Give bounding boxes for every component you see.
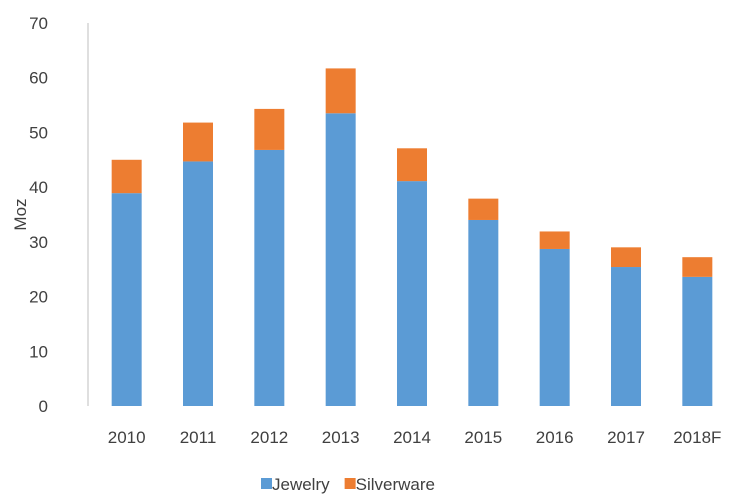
legend-swatch-silverware [344, 478, 356, 489]
bar-silverware-2011 [183, 122, 213, 162]
x-tick-label-2018f: 2018F [673, 428, 721, 447]
bar-silverware-2010 [111, 159, 142, 194]
bar-jewelry-2014 [397, 181, 427, 406]
x-tick-label-2013: 2013 [322, 428, 360, 447]
y-tick-label-70: 70 [29, 14, 48, 33]
y-axis-title: Moz [11, 198, 30, 230]
x-tick-label-2015: 2015 [464, 428, 502, 447]
legend-label-silverware: Silverware [356, 475, 435, 494]
bar-jewelry-2015 [468, 219, 499, 406]
y-tick-label-0: 0 [39, 397, 48, 416]
bar-jewelry-2016 [539, 248, 570, 406]
legend-swatch-jewelry [261, 478, 272, 489]
bar-silverware-2016 [539, 231, 570, 249]
y-tick-label-30: 30 [29, 233, 48, 252]
x-tick-label-2017: 2017 [607, 428, 645, 447]
y-tick-label-60: 60 [29, 69, 48, 88]
bars-group [111, 68, 713, 407]
bar-jewelry-2018f [682, 276, 713, 406]
x-tick-label-2011: 2011 [180, 428, 217, 447]
legend-label-jewelry: Jewelry [272, 475, 330, 494]
bar-silverware-2014 [397, 148, 427, 182]
x-axis-ticks: 2010 2011 2012 2013 2014 2015 2016 2017 2018F [108, 428, 722, 447]
bar-silverware-2018f [682, 257, 713, 277]
x-tick-label-2014: 2014 [393, 428, 431, 447]
bar-silverware-2012 [254, 108, 285, 150]
bar-jewelry-2010 [111, 193, 142, 406]
y-tick-label-20: 20 [29, 288, 48, 307]
y-axis-ticks: 0 10 20 30 40 50 60 70 [29, 14, 48, 416]
bar-silverware-2015 [468, 198, 499, 220]
legend: Jewelry Silverware [261, 475, 435, 494]
y-tick-label-40: 40 [29, 178, 48, 197]
y-tick-label-10: 10 [29, 342, 48, 361]
x-tick-label-2010: 2010 [108, 428, 146, 447]
x-tick-label-2012: 2012 [250, 428, 288, 447]
y-tick-label-50: 50 [29, 123, 48, 142]
bar-jewelry-2017 [611, 267, 641, 406]
bar-jewelry-2012 [254, 149, 285, 407]
bar-jewelry-2013 [325, 113, 356, 407]
bar-jewelry-2011 [183, 161, 213, 406]
bar-silverware-2013 [325, 68, 356, 114]
x-tick-label-2016: 2016 [536, 428, 574, 447]
bar-silverware-2017 [611, 247, 641, 268]
